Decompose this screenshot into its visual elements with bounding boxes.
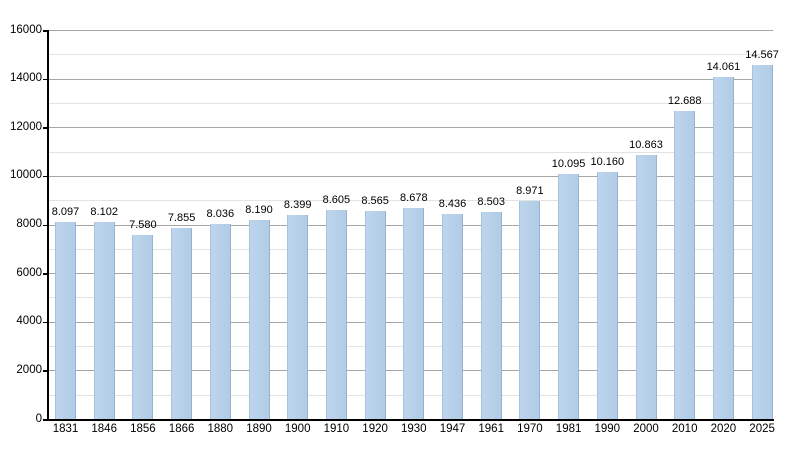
y-axis-tick [43,224,48,226]
x-axis-label: 1930 [401,423,427,435]
y-axis-label: 4000 [16,315,42,328]
bar [558,173,580,419]
bar-value-label: 8.102 [90,206,118,219]
bar-value-label: 8.190 [245,203,273,216]
bar [751,64,773,419]
gridline-major [48,127,773,129]
gridline-major [48,175,773,177]
bar [55,222,76,419]
bar [248,219,270,419]
bar-value-label: 10.863 [629,138,663,151]
bar-value-label: 8.399 [283,198,312,211]
gridline-minor [48,151,773,153]
bar-value-label: 14.567 [745,48,779,61]
x-axis-label: 1866 [168,423,195,435]
x-axis-label: 1920 [362,423,388,435]
x-axis-label: 2020 [710,423,737,435]
x-axis-label: 1910 [323,423,350,435]
y-axis-tick [43,175,48,178]
plot-area: 8.097 8.102 7.580 7.855 8.036 8.190 8.399 8.605… [48,30,779,419]
gridline-minor [48,200,773,202]
bar [132,234,154,419]
bar-value-label: 8.436 [438,197,467,210]
bar [674,110,696,419]
y-axis-label: 0 [35,412,42,425]
bar [403,208,425,419]
bar [596,172,618,419]
bar [480,212,502,419]
bar [519,200,541,419]
y-axis-label: 16000 [10,23,42,36]
x-axis-label: 1856 [130,423,156,435]
gridline-minor [48,54,773,56]
bar-value-label: 12.688 [667,94,702,107]
x-axis-label: 2010 [671,423,698,435]
x-axis-label: 1900 [284,423,311,435]
y-axis-label: 8000 [16,218,42,230]
y-axis-tick [43,78,48,81]
bar [442,213,463,419]
bar [364,210,386,419]
x-axis-label: 1981 [555,423,582,435]
x-axis-label: 1880 [207,423,234,435]
bar-value-label: 10.095 [551,157,586,170]
bar [171,228,193,419]
y-axis-tick [43,321,48,324]
y-axis-labels: 0 2000 4000 6000 8000 10000 12000 14000 16000 [0,0,42,450]
bar [287,214,309,419]
bar-value-label: 7.855 [167,212,196,225]
bar-value-label: 10.160 [590,156,625,168]
y-axis-label: 12000 [10,120,42,133]
y-axis-label: 6000 [16,266,42,279]
bar-value-label: 8.565 [361,194,389,207]
bar [635,154,657,419]
y-axis-label: 10000 [10,169,42,182]
y-axis-label: 2000 [16,363,42,376]
bar-value-label: 8.036 [206,207,235,220]
x-axis-label: 1947 [439,423,466,435]
y-axis-tick [43,273,48,275]
bar-value-label: 8.503 [477,196,505,209]
x-axis-label: 1831 [52,423,79,435]
bar-value-label: 14.061 [706,61,741,74]
x-axis-line [47,419,774,421]
bar-value-label: 8.678 [400,192,428,205]
x-axis-label: 2000 [633,423,659,435]
x-axis-label: 1970 [517,423,543,435]
x-axis-label: 1890 [246,423,272,435]
x-axis-label: 1961 [478,423,504,435]
bar-value-label: 7.580 [129,218,157,231]
gridline-major [48,30,773,31]
bar [93,222,115,419]
y-axis-tick [43,419,48,421]
bar-value-label: 8.971 [516,184,544,197]
bar [712,77,734,419]
bar [209,223,231,419]
x-axis-label: 2025 [749,423,775,435]
bar [325,209,347,419]
y-axis-tick [43,127,48,129]
gridline-minor [48,102,773,104]
bar-value-label: 8.605 [322,193,351,206]
y-axis-line [47,30,49,420]
y-axis-label: 14000 [10,72,42,85]
y-axis-tick [43,370,48,372]
bar-value-label: 8.097 [51,206,80,219]
y-axis-tick [43,30,48,32]
gridline-major [48,78,773,80]
x-axis-label: 1990 [594,423,621,435]
x-axis-label: 1846 [91,423,117,435]
